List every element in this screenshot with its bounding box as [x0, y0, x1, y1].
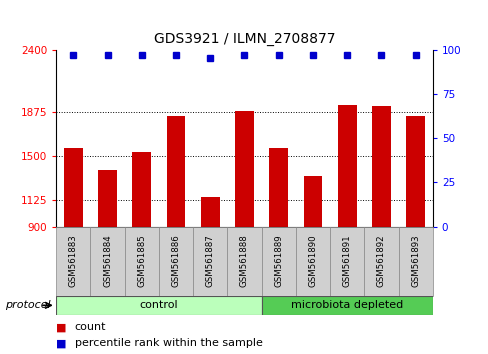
FancyBboxPatch shape: [364, 227, 398, 296]
Text: GSM561890: GSM561890: [308, 235, 317, 287]
FancyBboxPatch shape: [329, 227, 364, 296]
FancyBboxPatch shape: [56, 296, 261, 315]
Text: ■: ■: [56, 322, 66, 332]
FancyBboxPatch shape: [261, 227, 295, 296]
FancyBboxPatch shape: [398, 227, 432, 296]
Text: GSM561883: GSM561883: [69, 235, 78, 287]
Bar: [337, 105, 356, 227]
Bar: [235, 111, 253, 227]
Bar: [98, 170, 117, 227]
Bar: [406, 116, 424, 227]
Text: GSM561886: GSM561886: [171, 235, 180, 287]
FancyBboxPatch shape: [56, 227, 90, 296]
Bar: [371, 106, 390, 227]
FancyBboxPatch shape: [90, 227, 124, 296]
FancyBboxPatch shape: [124, 227, 159, 296]
Text: GSM561892: GSM561892: [376, 235, 385, 287]
Text: protocol: protocol: [5, 300, 50, 310]
Text: count: count: [75, 322, 106, 332]
Text: GSM561885: GSM561885: [137, 235, 146, 287]
Bar: [269, 148, 287, 227]
Bar: [132, 152, 151, 227]
Text: GSM561889: GSM561889: [274, 235, 283, 287]
Text: GSM561884: GSM561884: [103, 235, 112, 287]
Text: microbiota depleted: microbiota depleted: [290, 300, 403, 310]
Bar: [303, 176, 322, 227]
Text: control: control: [140, 300, 178, 310]
Text: GSM561891: GSM561891: [342, 235, 351, 287]
FancyBboxPatch shape: [159, 227, 193, 296]
FancyBboxPatch shape: [261, 296, 432, 315]
Text: GSM561888: GSM561888: [240, 235, 248, 287]
Bar: [64, 148, 82, 227]
FancyBboxPatch shape: [295, 227, 329, 296]
Bar: [201, 197, 219, 227]
Bar: [166, 116, 185, 227]
Text: GDS3921 / ILMN_2708877: GDS3921 / ILMN_2708877: [153, 32, 335, 46]
FancyBboxPatch shape: [193, 227, 227, 296]
Text: GSM561887: GSM561887: [205, 235, 214, 287]
Text: GSM561893: GSM561893: [410, 235, 419, 287]
FancyBboxPatch shape: [227, 227, 261, 296]
Text: percentile rank within the sample: percentile rank within the sample: [75, 338, 262, 348]
Text: ■: ■: [56, 338, 66, 348]
